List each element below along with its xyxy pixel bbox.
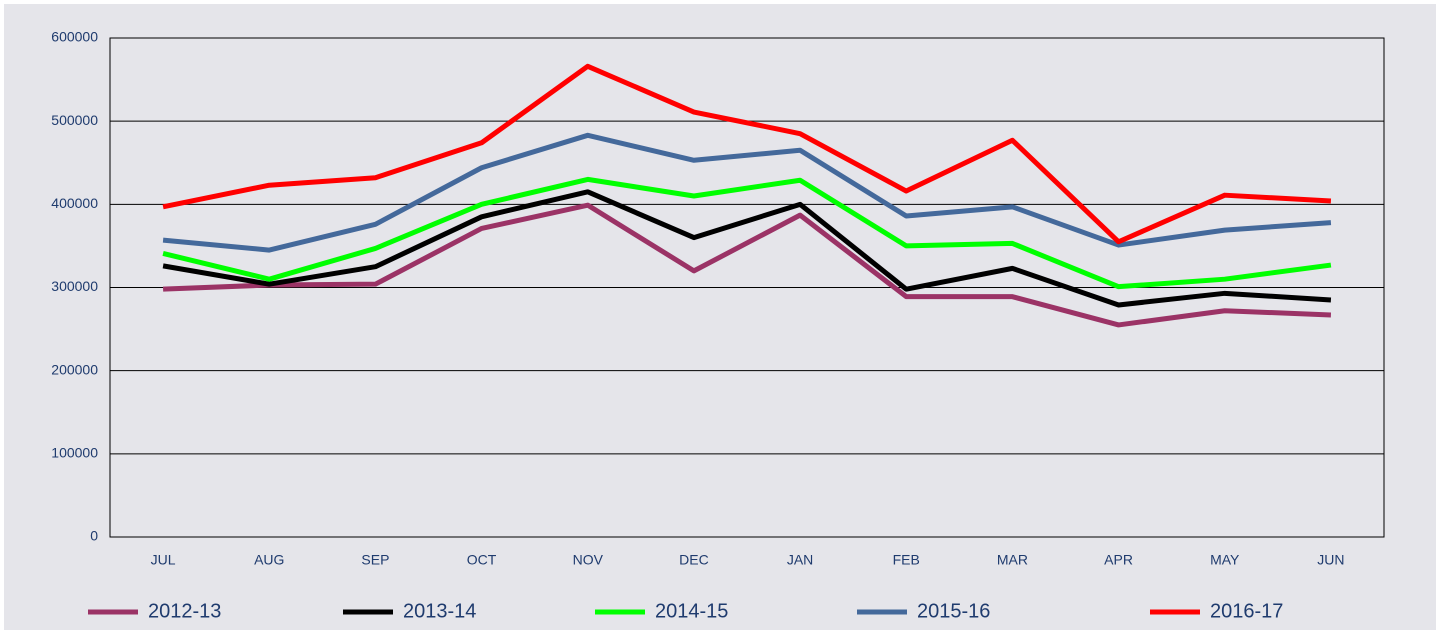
legend-label: 2015-16	[917, 600, 990, 622]
series-line	[162, 189, 1332, 308]
legend-label: 2016-17	[1210, 600, 1283, 622]
x-tick-label: JAN	[787, 552, 813, 568]
legend-label: 2014-15	[655, 600, 728, 622]
x-tick-label: JUN	[1317, 552, 1344, 568]
y-tick-label: 600000	[51, 29, 98, 45]
chart-background	[4, 4, 1436, 630]
x-tick-label: JUL	[151, 552, 176, 568]
series-line	[162, 202, 1332, 328]
series-line	[162, 176, 1332, 290]
x-tick-label: OCT	[467, 552, 497, 568]
x-tick-label: MAR	[997, 552, 1028, 568]
x-tick-label: NOV	[573, 552, 604, 568]
y-tick-label: 100000	[51, 445, 98, 461]
x-tick-label: DEC	[679, 552, 709, 568]
legend-label: 2012-13	[148, 600, 221, 622]
x-tick-label: AUG	[254, 552, 284, 568]
series-line	[162, 132, 1332, 253]
y-tick-label: 0	[90, 528, 98, 544]
y-tick-label: 300000	[51, 278, 98, 294]
series-line	[162, 63, 1332, 245]
x-tick-label: FEB	[893, 552, 920, 568]
x-tick-label: APR	[1104, 552, 1133, 568]
y-tick-label: 500000	[51, 112, 98, 128]
x-tick-label: SEP	[361, 552, 389, 568]
y-tick-label: 400000	[51, 195, 98, 211]
y-tick-label: 200000	[51, 361, 98, 377]
legend-label: 2013-14	[403, 600, 476, 622]
x-tick-label: MAY	[1210, 552, 1240, 568]
